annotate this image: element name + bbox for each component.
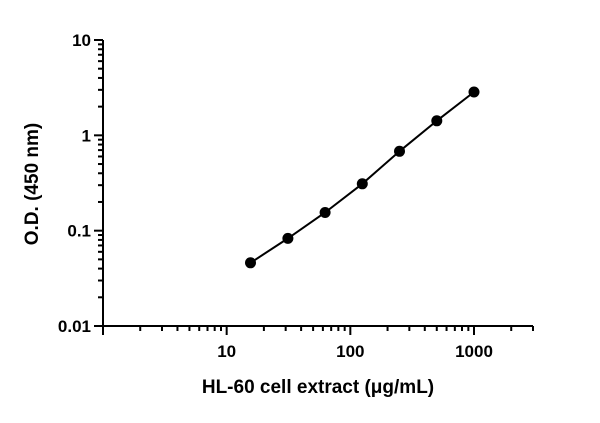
x-tick-label: 10 [217,342,236,361]
data-point [282,232,294,244]
x-axis-title: HL-60 cell extract (μg/mL) [202,377,434,398]
y-tick-label: 0.01 [58,317,91,336]
data-point [431,115,443,127]
y-axis-title: O.D. (450 nm) [22,123,43,245]
y-tick-label: 10 [72,31,91,50]
data-point [356,178,368,190]
y-tick-label: 0.1 [67,222,91,241]
y-tick-label: 1 [82,126,91,145]
data-point [245,257,256,269]
data-point [319,207,331,218]
x-tick-label: 100 [336,342,364,361]
axes: 10 100 1000 0.01 0.1 1 10 [58,31,534,361]
data-point [394,145,405,157]
plot-area [245,86,480,269]
x-tick-label: 1000 [455,342,493,361]
data-point [468,86,480,98]
